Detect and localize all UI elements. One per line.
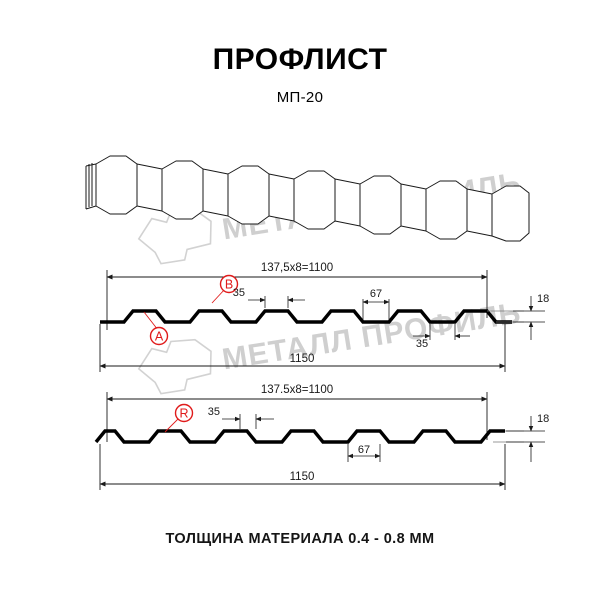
- callout-a: A: [143, 311, 169, 346]
- dim-label-overall-top-2: 137.5x8=1100: [261, 384, 333, 396]
- dim-overall-bottom-2: [99, 444, 506, 490]
- cross-section-bottom: 137.5x8=1100 R 35: [94, 384, 549, 490]
- callout-b-circle: [219, 274, 239, 294]
- metall-profil-logo: [137, 208, 212, 265]
- iso-left-edge: [85, 163, 97, 210]
- title-block: ПРОФЛИСТ МП-20: [0, 43, 600, 107]
- isometric-profile-view: [85, 155, 530, 242]
- dim-label-valley-width-top: 67: [370, 288, 382, 300]
- dim-label-overall-bottom-1: 1150: [290, 353, 315, 365]
- dim-label-height-bottom: 18: [537, 413, 549, 425]
- footer-note: ТОЛЩИНА МАТЕРИАЛА 0.4 - 0.8 ММ: [165, 531, 435, 547]
- dim-overall-bottom-1: [99, 324, 506, 372]
- callout-r-circle: [174, 403, 194, 423]
- dim-label-rib-width-lower-top: 35: [416, 338, 428, 350]
- page-subtitle: МП-20: [276, 89, 324, 106]
- callout-a-label: A: [155, 330, 164, 344]
- callout-r: R: [164, 403, 194, 433]
- dim-rib-width-lower-top: [413, 324, 470, 340]
- dim-label-rib-width-top: 35: [233, 287, 245, 299]
- dim-label-height-top: 18: [537, 293, 549, 305]
- dim-valley-width-top: [362, 299, 390, 320]
- dim-overall-top-2: [106, 392, 488, 442]
- metall-profil-logo: [137, 338, 212, 395]
- callout-b: B: [211, 274, 239, 304]
- dim-rib-width-top: [248, 296, 305, 308]
- dim-height-top: [513, 296, 545, 340]
- dim-label-overall-top-1: 137,5x8=1100: [261, 262, 333, 274]
- dim-label-overall-bottom-2: 1150: [290, 471, 315, 483]
- dim-rib-width-bottom: [222, 414, 274, 429]
- profile-polyline-top: [100, 309, 512, 324]
- page-title: ПРОФЛИСТ: [212, 43, 388, 76]
- iso-rib-group: [95, 155, 530, 242]
- dim-height-bottom: [506, 416, 545, 462]
- dim-label-rib-width-bottom: 35: [208, 406, 220, 418]
- profile-polyline-bottom: [94, 429, 505, 444]
- callout-a-circle: [149, 326, 169, 346]
- cross-section-top: 137,5x8=1100 A B: [99, 262, 549, 372]
- dim-label-valley-width-bottom: 67: [358, 444, 370, 456]
- dim-valley-width-bottom: [347, 444, 381, 462]
- callout-b-label: B: [225, 278, 233, 292]
- callout-r-label: R: [179, 407, 188, 421]
